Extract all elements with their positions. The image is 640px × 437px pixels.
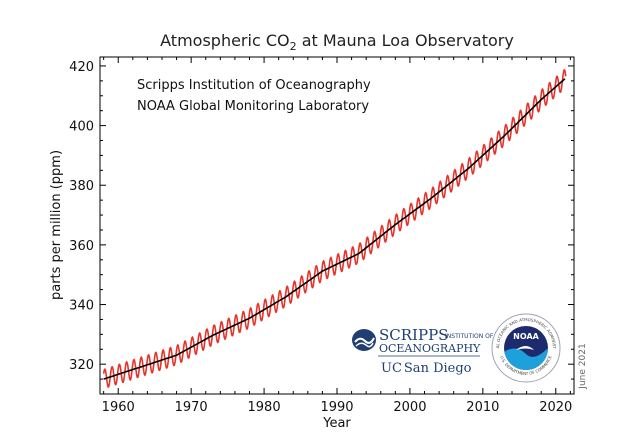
chart-title-rest: at Mauna Loa Observatory (297, 31, 514, 50)
scripps-logo-main: SCRIPPS (379, 326, 448, 344)
x-tick-label: 2010 (466, 400, 499, 415)
ucsd-logo-uc: UC (381, 361, 402, 376)
x-tick-label: 1980 (248, 400, 281, 415)
scripps-logo-small: INSTITUTION OF (445, 333, 494, 340)
series-trend-line (103, 78, 566, 380)
y-tick-label: 340 (69, 299, 94, 314)
chart-title-subscript: 2 (290, 40, 297, 53)
x-axis-label: Year (322, 416, 351, 431)
scripps-logo: SCRIPPS INSTITUTION OF OCEANOGRAPHY UC Sa… (352, 326, 494, 376)
y-tick-label: 360 (69, 239, 94, 254)
scripps-emblem-icon (352, 329, 376, 351)
y-axis-label: parts per million (ppm) (49, 150, 64, 300)
noaa-logo: NATIONAL OCEANIC AND ATMOSPHERIC ADMINIS… (491, 313, 561, 383)
y-tick-label: 420 (69, 60, 94, 75)
x-tick-label: 1970 (175, 400, 208, 415)
annotation-noaa: NOAA Global Monitoring Laboratory (137, 99, 369, 114)
chart-title-main: Atmospheric CO (160, 31, 289, 50)
x-tick-label: 2020 (539, 400, 572, 415)
series-group (102, 68, 567, 388)
chart-title: Atmospheric CO2 at Mauna Loa Observatory (160, 31, 514, 53)
x-tick-label: 1960 (102, 400, 135, 415)
y-tick-label: 400 (69, 120, 94, 135)
annotation-scripps: Scripps Institution of Oceanography (137, 78, 371, 93)
y-tick-label: 380 (69, 179, 94, 194)
noaa-emblem-icon (504, 326, 548, 370)
x-tick-label: 1990 (320, 400, 353, 415)
x-axis-ticks: 1960 1970 1980 1990 2000 2010 2020 (102, 57, 572, 415)
date-note: June 2021 (578, 343, 588, 389)
ucsd-logo-text: UC San Diego (381, 361, 472, 376)
scripps-logo-sub: OCEANOGRAPHY (379, 342, 481, 355)
noaa-logo-text: NOAA (513, 332, 539, 341)
series-monthly-co2-line (102, 68, 567, 388)
y-tick-label: 320 (69, 358, 94, 373)
y-axis-ticks: 320 340 360 380 400 420 (69, 60, 574, 380)
ucsd-logo-rest: San Diego (404, 361, 472, 376)
x-tick-label: 2000 (393, 400, 426, 415)
